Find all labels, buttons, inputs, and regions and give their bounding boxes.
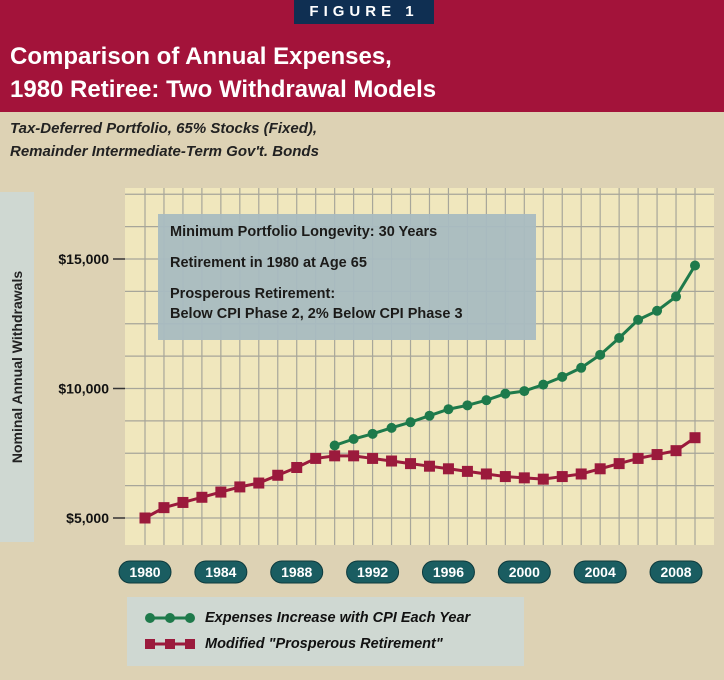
data-point-cpi <box>348 434 359 445</box>
data-point-prosperous <box>310 452 322 464</box>
x-tick-label: 2000 <box>509 564 540 580</box>
data-point-prosperous <box>367 452 379 464</box>
y-axis-strip <box>0 192 34 542</box>
data-point-cpi <box>633 314 644 325</box>
data-point-prosperous <box>423 460 435 472</box>
data-point-cpi <box>367 428 378 439</box>
chart-subtitle-line-1: Tax-Deferred Portfolio, 65% Stocks (Fixe… <box>10 120 318 137</box>
chart-title: Comparison of Annual Expenses, 1980 Reti… <box>10 40 710 106</box>
data-point-prosperous <box>329 450 341 462</box>
chart-subtitle: Tax-Deferred Portfolio, 65% Stocks (Fixe… <box>10 117 710 163</box>
chart-subtitle-line-2: Remainder Intermediate-Term Gov't. Bonds <box>10 143 319 160</box>
x-tick-label: 1988 <box>281 564 312 580</box>
legend: Expenses Increase with CPI Each Year Mod… <box>127 597 524 666</box>
x-tick-pill <box>649 560 703 584</box>
x-tick-pill <box>573 560 627 584</box>
data-point-cpi <box>671 291 682 302</box>
data-point-prosperous <box>575 468 587 480</box>
data-point-prosperous <box>253 477 265 489</box>
x-tick-label: 2004 <box>585 564 616 580</box>
x-tick-pill <box>194 560 248 584</box>
data-point-cpi <box>481 395 492 406</box>
x-tick-pill <box>421 560 475 584</box>
data-point-prosperous <box>613 458 625 470</box>
data-point-cpi <box>386 422 397 433</box>
data-point-cpi <box>500 388 511 399</box>
y-tick-label: $10,000 <box>58 381 109 397</box>
x-tick-label: 1992 <box>357 564 388 580</box>
legend-marker-red-squares <box>145 639 195 650</box>
legend-label-cpi: Expenses Increase with CPI Each Year <box>205 610 471 626</box>
data-point-prosperous <box>196 491 208 503</box>
series-layer <box>139 260 701 524</box>
annotation-longevity: Minimum Portfolio Longevity: 30 Years <box>170 224 438 240</box>
data-point-cpi <box>557 371 568 382</box>
annotation-retirement: Retirement in 1980 at Age 65 <box>170 255 367 271</box>
data-point-prosperous <box>177 496 189 508</box>
data-point-prosperous <box>234 481 246 493</box>
data-point-cpi <box>690 260 700 271</box>
data-point-cpi <box>405 417 416 428</box>
data-point-prosperous <box>272 469 284 481</box>
data-point-prosperous <box>386 455 398 467</box>
figure-tag: FIGURE 1 <box>294 0 434 24</box>
data-point-prosperous <box>461 465 473 477</box>
legend-marker-green-circles <box>145 613 195 624</box>
data-point-prosperous <box>689 432 701 444</box>
x-tick-label: 1996 <box>433 564 464 580</box>
data-point-prosperous <box>518 472 530 484</box>
data-point-prosperous <box>442 463 454 475</box>
data-point-cpi <box>519 386 530 397</box>
x-tick-pill <box>270 560 324 584</box>
data-point-prosperous <box>499 471 511 483</box>
x-tick-label: 2008 <box>660 564 691 580</box>
y-tick-label: $15,000 <box>58 251 109 267</box>
chart-title-line-2: 1980 Retiree: Two Withdrawal Models <box>10 76 437 103</box>
data-point-prosperous <box>651 449 663 461</box>
annotation-prosperous: Prosperous Retirement: <box>170 286 336 302</box>
y-tick-labels: $5,000 $10,000 $15,000 <box>58 251 125 526</box>
data-point-cpi <box>462 400 473 411</box>
x-tick-labels: 1980 1984 1988 1992 1996 2000 2004 2008 <box>118 560 703 584</box>
data-point-prosperous <box>537 473 549 485</box>
data-point-cpi <box>614 332 625 343</box>
y-tick-label: $5,000 <box>66 510 109 526</box>
data-point-prosperous <box>480 468 492 480</box>
x-tick-pill <box>497 560 551 584</box>
x-tick-pill <box>118 560 172 584</box>
x-tick-label: 1984 <box>205 564 236 580</box>
data-point-cpi <box>595 349 606 360</box>
data-point-prosperous <box>556 471 568 483</box>
data-point-prosperous <box>594 463 606 475</box>
data-point-cpi <box>652 305 663 316</box>
data-point-cpi <box>538 379 549 390</box>
data-point-prosperous <box>632 452 644 464</box>
chart-title-line-1: Comparison of Annual Expenses, <box>10 43 392 70</box>
data-point-prosperous <box>158 502 170 514</box>
annotation-box: Minimum Portfolio Longevity: 30 Years Re… <box>158 214 536 340</box>
data-point-prosperous <box>405 458 417 470</box>
legend-item-cpi: Expenses Increase with CPI Each Year <box>143 607 470 629</box>
data-point-prosperous <box>348 450 360 462</box>
data-point-cpi <box>329 440 340 451</box>
data-point-prosperous <box>215 486 227 498</box>
legend-item-prosperous: Modified "Prosperous Retirement" <box>143 633 443 655</box>
data-point-prosperous <box>670 445 682 457</box>
x-tick-label: 1980 <box>129 564 160 580</box>
data-point-cpi <box>576 362 587 373</box>
x-tick-pill <box>346 560 400 584</box>
legend-label-prosperous: Modified "Prosperous Retirement" <box>205 636 443 652</box>
data-point-prosperous <box>291 461 303 473</box>
data-point-cpi <box>443 404 454 415</box>
data-point-prosperous <box>139 512 151 524</box>
annotation-phases: Below CPI Phase 2, 2% Below CPI Phase 3 <box>170 306 463 322</box>
data-point-cpi <box>424 410 435 421</box>
